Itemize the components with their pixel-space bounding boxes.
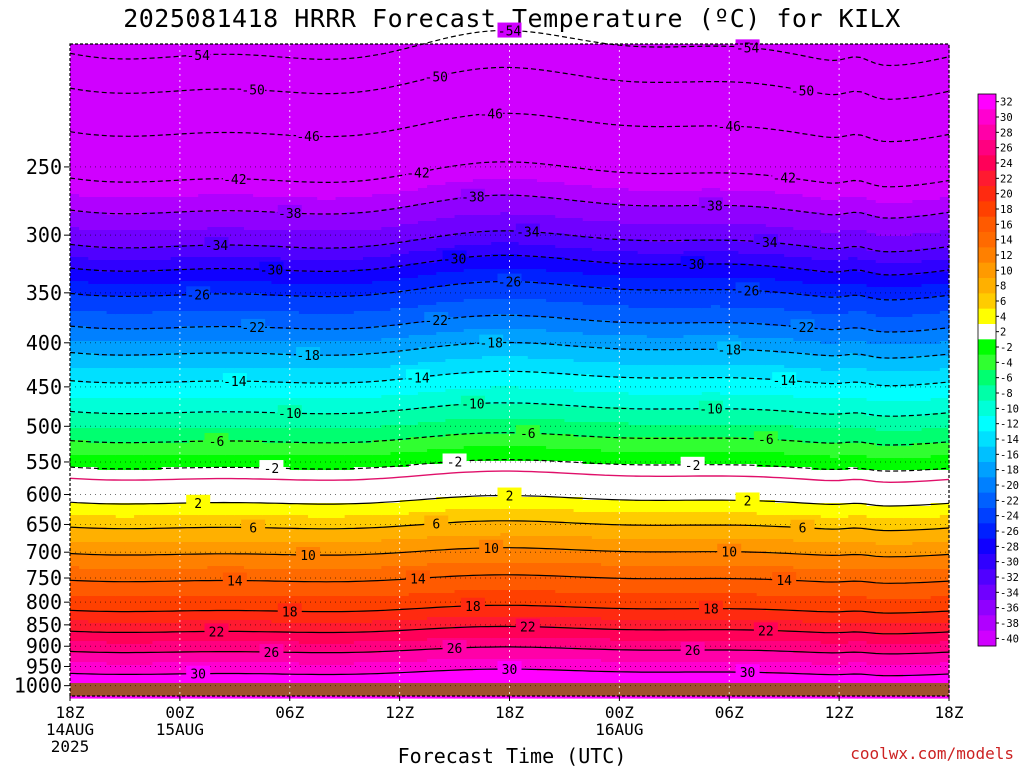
chart-canvas: -54-54-54-50-50-50-46-46-46-42 -42 -42-38-… <box>0 0 1024 768</box>
